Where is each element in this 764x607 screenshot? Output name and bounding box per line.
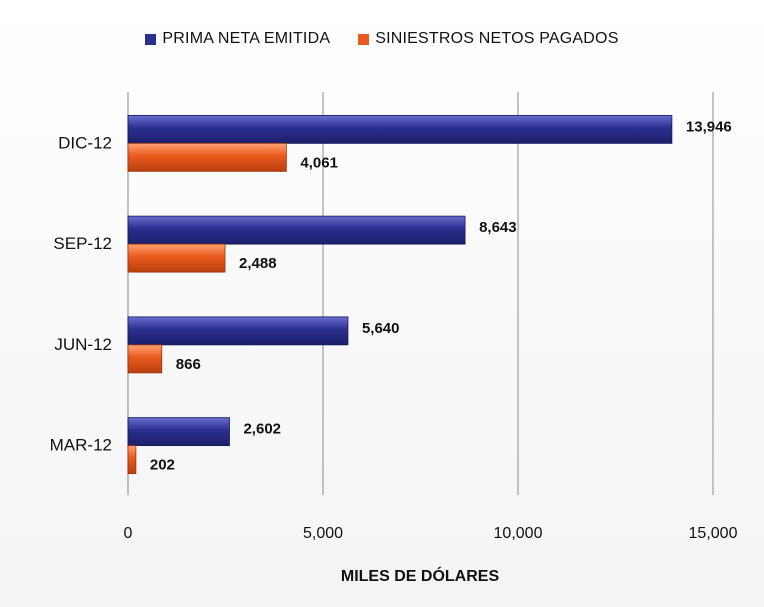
legend-item-siniestros: SINIESTROS NETOS PAGADOS <box>358 30 618 48</box>
data-label-prima: 8,643 <box>479 219 517 236</box>
data-label-siniestros: 2,488 <box>239 255 277 272</box>
x-tick-label: 10,000 <box>494 525 543 542</box>
legend-item-prima: PRIMA NETA EMITIDA <box>145 30 330 48</box>
legend-swatch-prima <box>145 33 157 45</box>
bar-prima <box>127 417 230 447</box>
data-label-siniestros: 866 <box>176 356 201 373</box>
y-tick-label: DIC-12 <box>58 133 112 152</box>
bar-siniestros <box>127 344 163 374</box>
legend: PRIMA NETA EMITIDA SINIESTROS NETOS PAGA… <box>0 30 764 48</box>
data-label-siniestros: 4,061 <box>300 154 338 171</box>
bar-siniestros <box>127 142 287 172</box>
x-tick-label: 5,000 <box>303 525 343 542</box>
legend-label-prima: PRIMA NETA EMITIDA <box>162 30 331 47</box>
y-tick-label: MAR-12 <box>50 436 112 455</box>
bar-siniestros <box>127 243 226 273</box>
data-label-prima: 2,602 <box>243 421 281 438</box>
x-tick-label: 0 <box>124 525 133 542</box>
bar-prima <box>127 316 349 346</box>
legend-label-siniestros: SINIESTROS NETOS PAGADOS <box>375 30 619 47</box>
x-tick-label: 15,000 <box>689 525 738 542</box>
data-label-prima: 5,640 <box>362 320 400 337</box>
x-axis-title: MILES DE DÓLARES <box>340 568 500 585</box>
data-label-prima: 13,946 <box>686 118 732 135</box>
bar-prima <box>127 215 466 245</box>
bar-siniestros <box>127 445 137 475</box>
y-tick-label: JUN-12 <box>54 335 112 354</box>
y-tick-label: SEP-12 <box>53 234 112 253</box>
bar-prima <box>127 114 673 144</box>
data-label-siniestros: 202 <box>150 457 175 474</box>
legend-swatch-siniestros <box>358 33 370 45</box>
